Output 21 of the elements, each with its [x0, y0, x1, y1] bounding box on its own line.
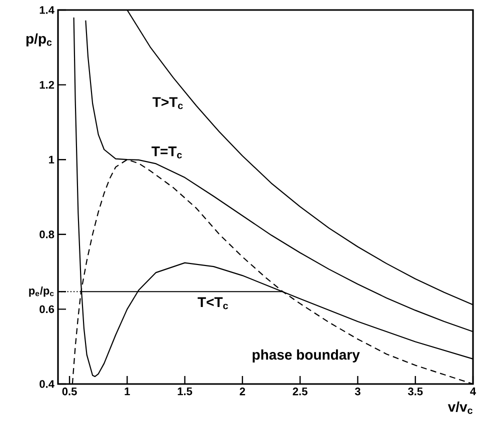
x-tick-label: 2.5 — [292, 388, 308, 396]
x-tick-label: 4 — [470, 388, 476, 396]
x-tick-label: 0.5 — [62, 388, 77, 396]
y-tick-label: 0.6 — [40, 305, 54, 314]
series-label: T<T$_{c}$ — [198, 297, 228, 310]
x-tick-label: 3.5 — [408, 388, 423, 396]
series-label: T>T$_{c}$ — [152, 97, 183, 110]
y-tick-label: 1 — [49, 156, 54, 164]
x-tick-label: 1 — [124, 388, 130, 396]
x-axis-title: v/v$_{c}$ — [448, 402, 472, 414]
x-tick-label: 3 — [354, 388, 360, 396]
y-tick-label: 1.2 — [40, 80, 54, 89]
series-label: phase boundary — [252, 349, 360, 362]
x-tick-label: 2 — [240, 388, 246, 396]
series-label: T=T$_{c}$ — [152, 146, 182, 158]
y-tick-label: 0.8 — [40, 230, 54, 238]
y-tick-label: p$_{e}$/p$_{c}$ — [29, 286, 54, 297]
y-tick-label: 1.4 — [40, 6, 54, 14]
y-tick-label: 0.4 — [40, 380, 54, 388]
y-axis-title: p/p$_{c}$ — [26, 33, 52, 46]
x-tick-label: 1.5 — [178, 388, 192, 396]
